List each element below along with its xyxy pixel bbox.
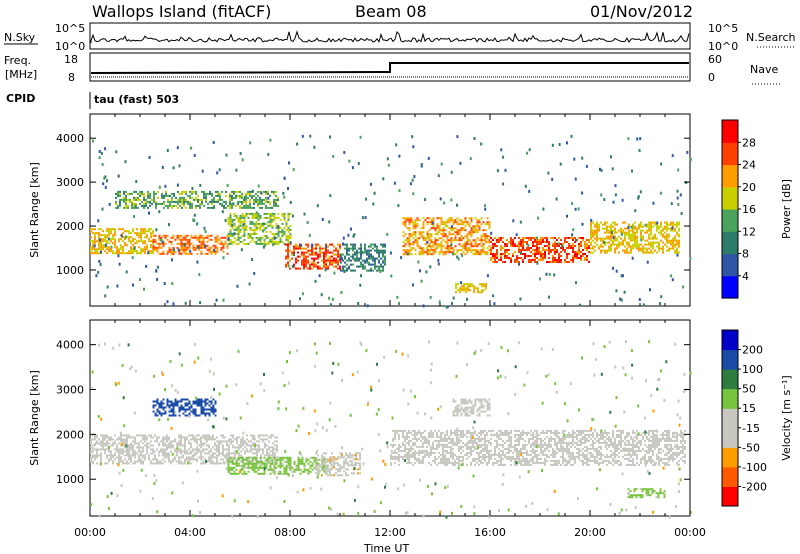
freq-label-line1: Freq. — [4, 54, 31, 67]
velocity-ylabel: Slant Range [km] — [28, 370, 41, 466]
cpid-label: CPID — [6, 92, 35, 105]
velocity-colorbar-segment — [722, 349, 738, 370]
velocity-panel: 1000 2000 3000 4000 Slant Range [km] 200 100 50… — [28, 319, 793, 519]
nave-tick-bottom: 0 — [708, 71, 715, 84]
power-band — [402, 217, 491, 256]
power-ytick-label: 3000 — [56, 176, 84, 189]
nsky-trace — [90, 30, 690, 43]
time-tick-label: 04:00 — [174, 526, 206, 539]
power-band — [285, 243, 341, 270]
freq-tick-top: 18 — [64, 53, 78, 66]
power-colorbar-label: 4 — [742, 270, 749, 283]
velocity-colorbar-segment — [722, 466, 738, 487]
power-ytick-label: 1000 — [56, 264, 84, 277]
freq-frame — [89, 52, 691, 82]
velocity-colorbar-segment — [722, 408, 738, 429]
time-tick-label: 00:00 — [674, 526, 706, 539]
nsky-tick-bottom: 10^0 — [55, 40, 85, 53]
velocity-colorbar-label: -200 — [742, 480, 767, 493]
date-title: 01/Nov/2012 — [590, 2, 693, 21]
velocity-colorbar-label: -50 — [742, 441, 760, 454]
nsearch-tick-top: 10^5 — [708, 22, 738, 35]
power-ytick-label: 2000 — [56, 220, 84, 233]
power-band — [115, 190, 279, 209]
power-colorbar-segment — [722, 186, 738, 210]
nave-tick-top: 60 — [708, 53, 722, 66]
nsearch-tick-bottom: 10^0 — [708, 40, 738, 53]
power-colorbar-label: 8 — [742, 248, 749, 261]
velocity-ytick-label: 3000 — [56, 384, 84, 397]
freq-trace — [90, 62, 689, 74]
velocity-ytick-label: 1000 — [56, 473, 84, 486]
power-colorbar-segment — [722, 209, 738, 232]
nsearch-label: N.Search — [746, 31, 796, 44]
beam-title: Beam 08 — [355, 2, 427, 21]
velocity-frame — [89, 319, 691, 517]
power-colorbar-title: Power [dB] — [780, 179, 793, 239]
nsky-label: N.Sky — [4, 31, 36, 44]
velocity-colorbar-title: Velocity [m s⁻¹] — [780, 375, 793, 460]
power-band — [490, 237, 590, 263]
velocity-colorbar-frame — [721, 329, 739, 507]
time-tick-label: 16:00 — [474, 526, 506, 539]
time-tick-label: 08:00 — [274, 526, 306, 539]
power-colorbar-segment — [722, 253, 738, 277]
power-colorbar-segment — [722, 231, 738, 255]
station-title: Wallops Island (fitACF) — [92, 2, 271, 21]
velocity-colorbar-label: -100 — [742, 461, 767, 474]
power-ytick-label: 4000 — [56, 132, 84, 145]
power-ylabel: Slant Range [km] — [28, 162, 41, 258]
power-colorbar-label: 12 — [742, 225, 756, 238]
power-scatter — [91, 134, 692, 309]
velocity-colorbar-segment — [722, 330, 738, 351]
velocity-scatter — [90, 340, 692, 519]
nsky-frame — [89, 22, 691, 50]
power-panel: 1000 2000 3000 4000 Slant Range [km] 28 24 20 16… — [28, 113, 793, 309]
power-colorbar-label: 28 — [742, 136, 756, 149]
nsky-panel: N.Sky 10^5 10^0 10^5 10^0 N.Search — [4, 22, 796, 53]
velocity-band — [90, 434, 278, 465]
power-colorbar-label: 16 — [742, 203, 756, 216]
velocity-band — [452, 398, 491, 417]
power-colorbar-segment — [722, 164, 738, 188]
velocity-colorbar-segment — [722, 388, 738, 409]
power-band — [455, 283, 487, 294]
power-colorbar-label: 20 — [742, 181, 756, 194]
power-band — [590, 221, 680, 254]
freq-panel: Freq. [MHz] 18 8 60 0 Nave — [4, 52, 780, 85]
velocity-colorbar-label: -15 — [742, 422, 760, 435]
velocity-ytick-label: 2000 — [56, 428, 84, 441]
power-colorbar-label: 24 — [742, 159, 756, 172]
nave-label: Nave — [750, 63, 778, 76]
velocity-colorbar-label: 200 — [742, 344, 763, 357]
time-tick-label: 20:00 — [574, 526, 606, 539]
velocity-colorbar-label: 15 — [742, 402, 756, 415]
power-colorbar-segment — [722, 275, 738, 299]
power-frame — [89, 113, 691, 307]
cpid-value: tau (fast) 503 — [94, 93, 179, 106]
power-colorbar-segment — [722, 120, 738, 143]
freq-label-line2: [MHz] — [5, 68, 37, 81]
velocity-band — [315, 452, 361, 477]
time-axis-label: Time UT — [363, 542, 409, 554]
velocity-colorbar-segment — [722, 427, 738, 448]
velocity-ytick-label: 4000 — [56, 339, 84, 352]
freq-tick-bottom: 8 — [68, 71, 75, 84]
time-tick-label: 12:00 — [374, 526, 406, 539]
velocity-colorbar-label: 100 — [742, 363, 763, 376]
power-band — [227, 212, 292, 245]
power-band — [152, 234, 229, 255]
nsky-tick-top: 10^5 — [55, 22, 85, 35]
velocity-colorbar-label: 50 — [742, 383, 756, 396]
velocity-colorbar-segment — [722, 369, 738, 390]
velocity-colorbar-segment — [722, 486, 738, 507]
velocity-band — [152, 398, 217, 417]
time-axis: 00:00 04:00 08:00 12:00 16:00 20:00 00:00 — [74, 526, 706, 539]
power-colorbar-segment — [722, 142, 738, 166]
velocity-colorbar-segment — [722, 447, 738, 468]
time-tick-label: 00:00 — [74, 526, 106, 539]
